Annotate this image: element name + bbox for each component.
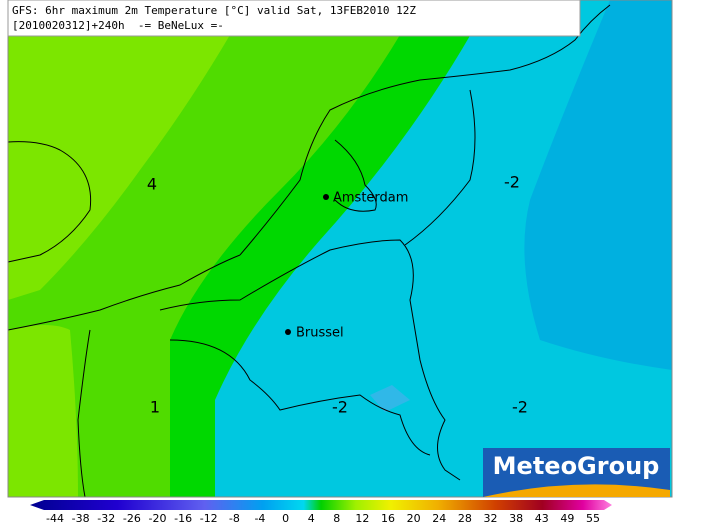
colorbar-label: 43	[535, 512, 549, 525]
colorbar-label: 4	[308, 512, 315, 525]
map: Amsterdam Brussel 4 1 -2 -2 -2	[7, 0, 673, 498]
colorbar-label: 55	[586, 512, 600, 525]
region-light-green	[8, 325, 78, 497]
colorbar-label: -44	[46, 512, 64, 525]
region-patch	[370, 385, 410, 412]
contour-label: 4	[147, 175, 157, 194]
colorbar-label: -16	[174, 512, 192, 525]
header-title: GFS: 6hr maximum 2m Temperature [°C] val…	[12, 4, 416, 17]
map-frame	[7, 0, 673, 498]
colorbar-label: -12	[200, 512, 218, 525]
colorbar-label: -4	[254, 512, 265, 525]
colorbar-label: -8	[229, 512, 240, 525]
coastline	[239, 4, 611, 256]
region-blue	[524, 0, 672, 370]
city-dot	[285, 329, 291, 335]
contour-label: -2	[332, 398, 348, 417]
header-box	[7, 0, 581, 37]
coastline	[334, 139, 377, 212]
logo: MeteoGroup	[483, 448, 670, 497]
border	[404, 89, 476, 246]
coastline	[7, 254, 241, 331]
colorbar-label: 32	[484, 512, 498, 525]
colorbar-label: 0	[282, 512, 289, 525]
city-label: Amsterdam	[333, 191, 408, 206]
city-label: Brussel	[296, 326, 344, 341]
colorbar-label: -26	[123, 512, 141, 525]
colorbar-label: 8	[333, 512, 340, 525]
border	[77, 329, 91, 498]
colorbar-label: 38	[509, 512, 523, 525]
colorbar-label: -20	[148, 512, 166, 525]
logo-text: MeteoGroup	[493, 452, 660, 480]
colorbar-label: 12	[355, 512, 369, 525]
colorbar-label: -38	[72, 512, 90, 525]
colorbar-label: 20	[407, 512, 421, 525]
colorbar: -44 -38 -32 -26 -20 -16 -12 -8 -4 0 4 8 12 16 20 24 28 32…	[30, 500, 612, 525]
border	[169, 339, 431, 456]
colorbar-label: 24	[432, 512, 446, 525]
colorbar-label: 28	[458, 512, 472, 525]
colorbar-label: 16	[381, 512, 395, 525]
colorbar-bar	[30, 500, 612, 510]
contour-label: 1	[150, 398, 160, 417]
coastline	[7, 141, 92, 263]
colorbar-label: 49	[560, 512, 574, 525]
contour-label: -2	[504, 173, 520, 192]
city-dot	[323, 194, 329, 200]
header: GFS: 6hr maximum 2m Temperature [°C] val…	[7, 0, 581, 37]
logo-arc	[483, 484, 670, 497]
colorbar-label: -32	[97, 512, 115, 525]
contour-label: -2	[512, 398, 528, 417]
region-light-green	[8, 0, 250, 300]
border	[159, 239, 461, 481]
header-subtitle: [2010020312]+240h -= BeNeLux =-	[12, 19, 224, 32]
